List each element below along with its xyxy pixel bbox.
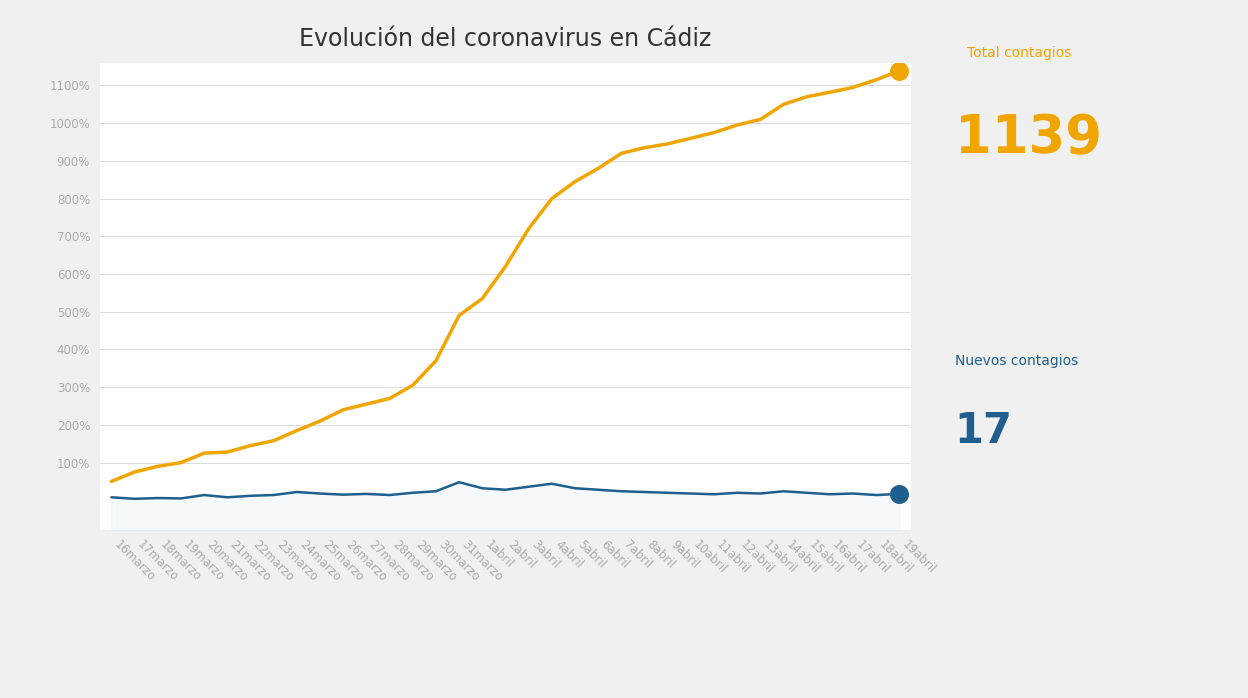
Title: Evolución del coronavirus en Cádiz: Evolución del coronavirus en Cádiz bbox=[300, 27, 711, 51]
Text: Nuevos contagios: Nuevos contagios bbox=[955, 355, 1078, 369]
Text: 1139: 1139 bbox=[955, 112, 1102, 165]
Point bbox=[890, 489, 910, 500]
Text: Total contagios: Total contagios bbox=[967, 46, 1072, 60]
Text: 17: 17 bbox=[955, 410, 1012, 452]
Point bbox=[890, 65, 910, 76]
